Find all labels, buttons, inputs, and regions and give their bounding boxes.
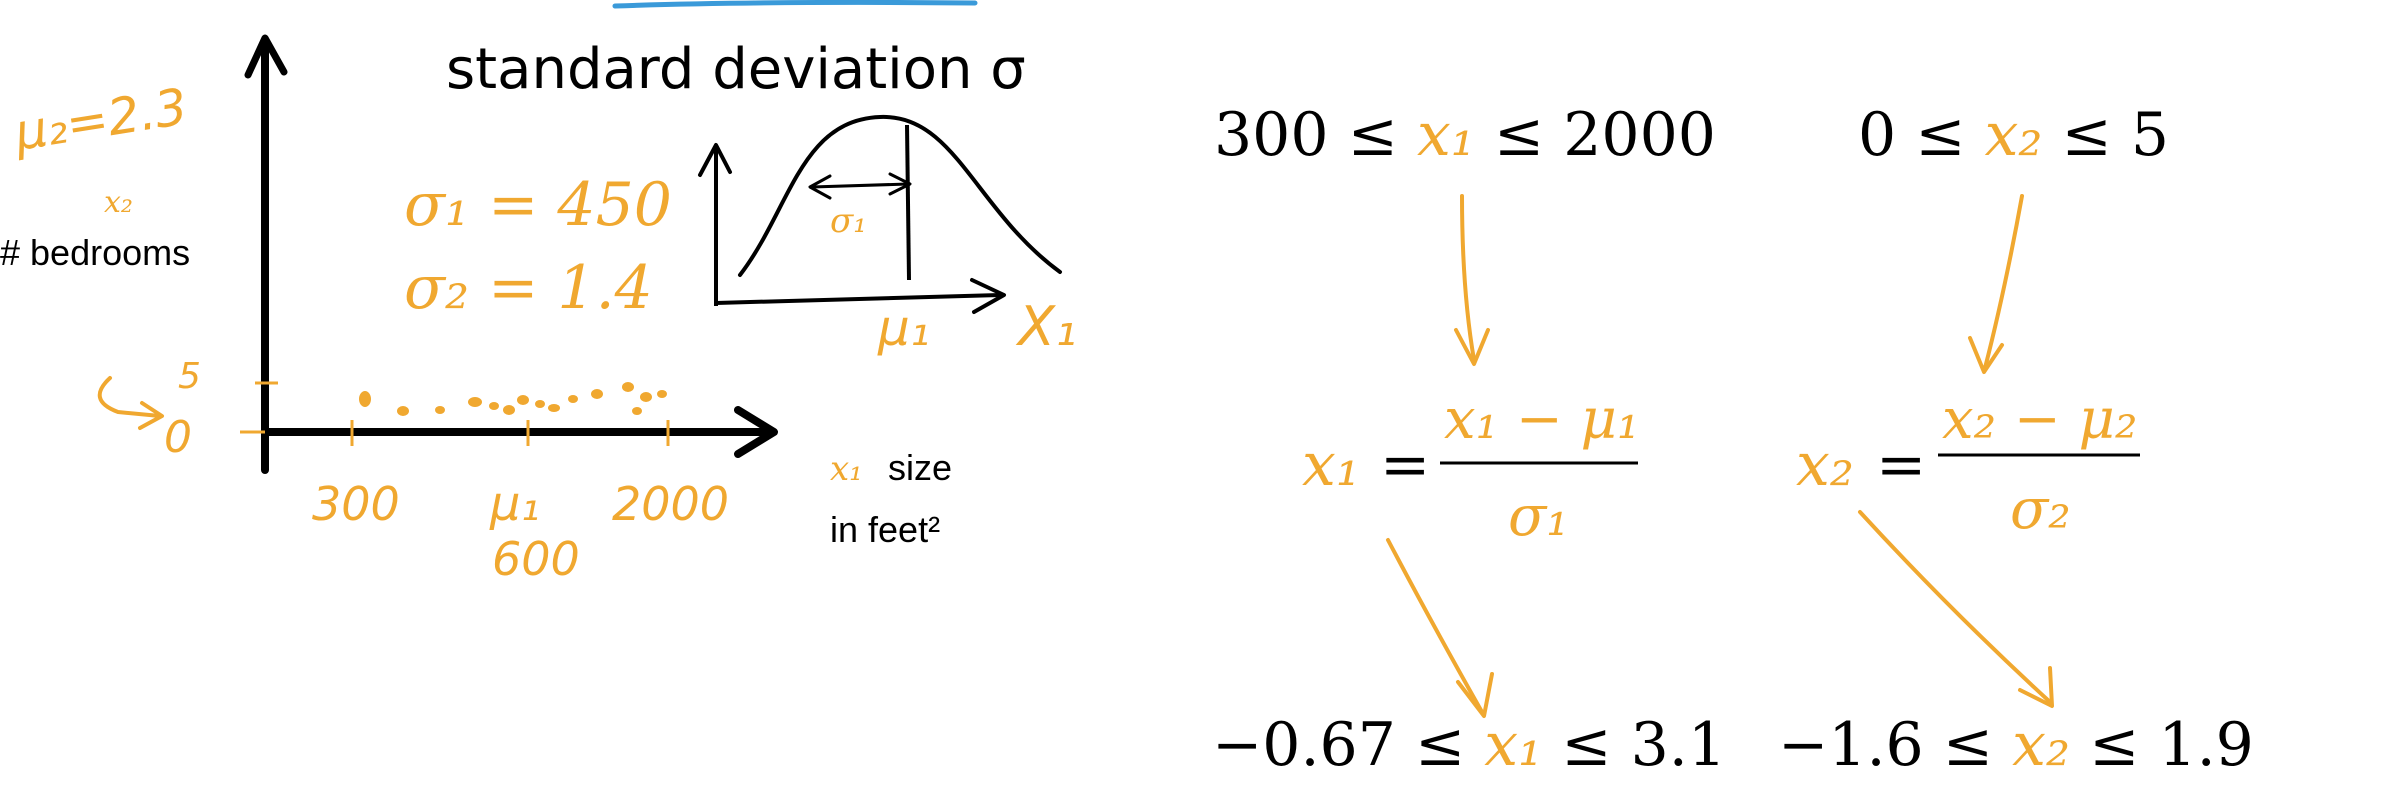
equations-panel: 300 ≤ x₁ ≤ 2000 0 ≤ x₂ ≤ 5 x₁ = x₁ − μ₁ … [1212,100,2254,780]
y-axis-label: # bedrooms [0,232,190,273]
inset-x-arrowhead [970,278,1006,314]
x-axis-label-line1: size [888,447,952,488]
y-variable-label: x₂ [104,185,133,220]
formula2-equals: = [1876,430,1926,500]
bell-curve [738,114,1062,277]
result-x1: −0.67 ≤ x₁ ≤ 3.1 [1212,710,1726,780]
arrow-range2-to-formula2-head [1968,336,2004,374]
plot-x-axis-arrowhead [734,406,778,458]
y-tick-0-label: 0 [164,412,192,463]
result-x2-left: −1.6 ≤ [1778,710,2012,780]
data-point [632,407,642,415]
arrow-formula1-to-result1 [1386,538,1484,714]
result-x2-var: x₂ [2012,710,2070,780]
top-underline-stroke [612,0,978,9]
inset-sigma1-label: σ₁ [830,201,867,241]
result-x1-left: −0.67 ≤ [1212,710,1484,780]
arrow-range1-to-formula1 [1460,194,1476,362]
inset-y-arrowhead [698,143,732,177]
data-point [503,405,515,415]
x-tick-300-label: 300 [312,477,400,531]
inset-mu1-label: μ₁ [877,299,930,357]
std-dev-inset: standard deviation σ σ₁ μ₁ X₁ [446,37,1077,358]
zero-pointer-arrow [97,376,162,418]
inset-x-axis [715,293,1001,305]
y-tick-5-label: 5 [178,356,201,397]
sigma-width-arrowhead-left [808,174,832,200]
data-point [397,406,409,416]
arrow-range1-to-formula1-head [1454,328,1490,366]
scatter-plot: μ₂=2.3 x₂ # bedrooms 5 0 300 μ₁ 600 2000… [0,34,952,586]
arrow-formula2-to-result2 [1858,510,2052,704]
formula2-denominator: σ₂ [2010,477,2071,542]
sigma-width-arrow [811,182,909,189]
arrow-formula1-to-result1-head [1456,672,1494,718]
formula2-numerator: x₂ − μ₂ [1942,387,2137,452]
formula2-lhs: x₂ [1796,430,1854,500]
formula1-equals: = [1380,430,1430,500]
data-point [640,392,652,402]
formula1-numerator: x₁ − μ₁ [1444,387,1639,452]
sigma1-note: σ₁ = 450 [404,170,672,240]
range-x1-left: 300 ≤ [1214,100,1417,170]
inset-title: standard deviation σ [446,37,1026,102]
mu2-note: μ₂=2.3 [10,77,191,162]
data-point [622,382,634,392]
sigma2-note: σ₂ = 1.4 [404,253,653,323]
data-point [489,402,499,410]
data-point [435,406,445,414]
result-x2: −1.6 ≤ x₂ ≤ 1.9 [1778,710,2254,780]
inset-x1-label: X₁ [1015,295,1077,358]
range-x1: 300 ≤ x₁ ≤ 2000 [1214,100,1716,170]
formula1-denominator: σ₁ [1508,484,1569,549]
range-x2: 0 ≤ x₂ ≤ 5 [1858,100,2169,170]
data-point [548,404,560,412]
range-x1-var: x₁ [1417,100,1475,170]
plot-y-axis-arrowhead [244,34,288,79]
mean-line [905,124,911,281]
x-variable-label: x₁ [830,449,863,489]
data-point [657,390,667,398]
x-tick-mu1-label: μ₁ [489,476,540,532]
x-axis-label-line2: in feet² [830,509,940,550]
data-point [568,395,578,403]
zero-pointer-arrowhead [138,401,164,430]
data-point [468,397,482,407]
range-x1-right: ≤ 2000 [1475,100,1716,170]
data-point [535,400,545,408]
range-x2-var: x₂ [1985,100,2043,170]
data-point [591,389,603,399]
result-x2-right: ≤ 1.9 [2070,710,2254,780]
arrow-formula2-to-result2-head [2018,666,2054,708]
x-tick-600-label: 600 [492,532,580,586]
result-x1-var: x₁ [1484,710,1542,780]
data-point [517,395,529,405]
range-x2-left: 0 ≤ [1858,100,1985,170]
x-tick-2000-label: 2000 [612,477,729,531]
data-point [359,391,371,407]
arrow-range2-to-formula2 [1983,194,2024,370]
result-x1-right: ≤ 3.1 [1542,710,1726,780]
formula1-lhs: x₁ [1302,430,1360,500]
data-points [359,382,667,416]
range-x2-right: ≤ 5 [2042,100,2169,170]
sigma-width-arrowhead-right [888,172,912,196]
